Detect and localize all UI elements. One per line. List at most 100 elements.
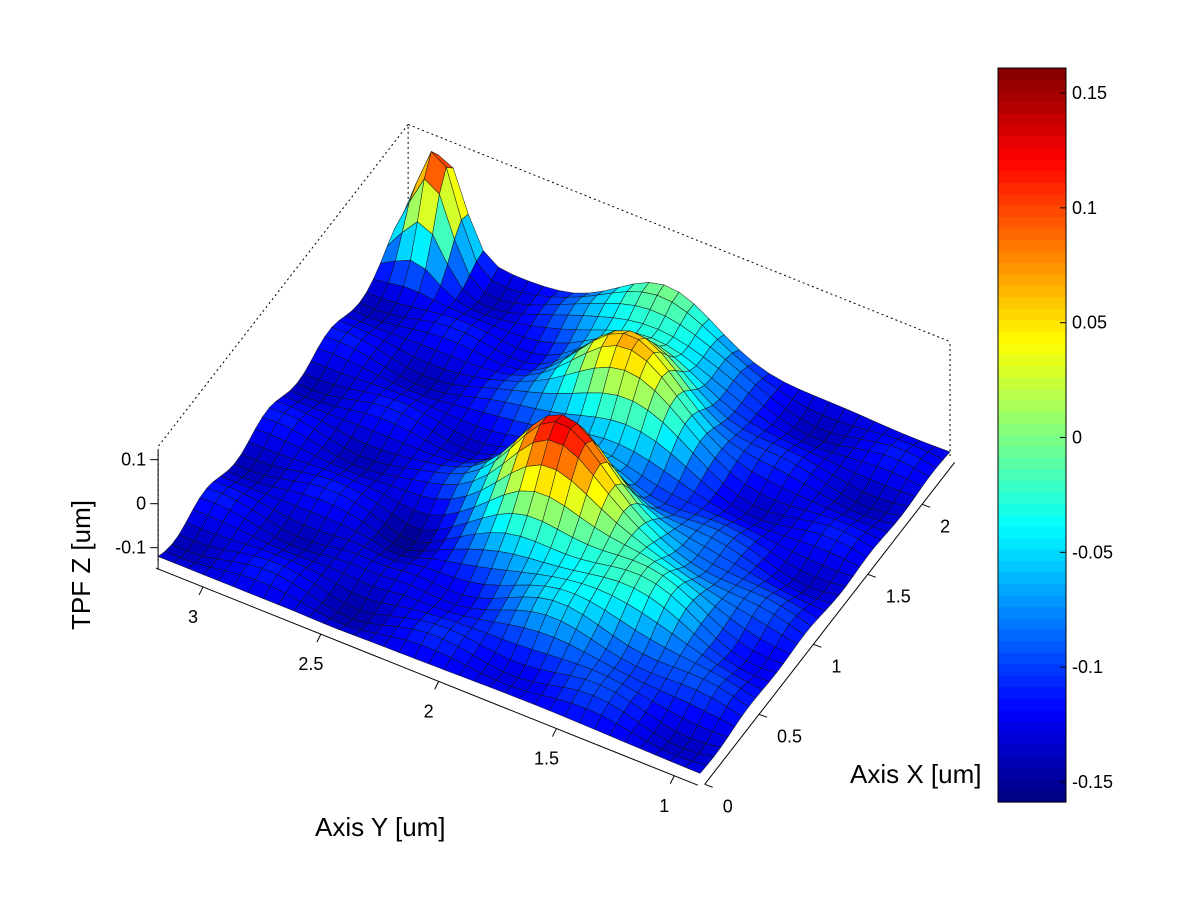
x-tick-label: 2 bbox=[940, 516, 950, 536]
colorbar-swatch bbox=[998, 435, 1066, 448]
colorbar-swatch bbox=[998, 607, 1066, 620]
colorbar-tick-label: -0.05 bbox=[1072, 542, 1113, 562]
colorbar-swatch bbox=[998, 102, 1066, 115]
colorbar-swatch bbox=[998, 767, 1066, 780]
colorbar-swatch bbox=[998, 675, 1066, 688]
colorbar-swatch bbox=[998, 469, 1066, 482]
colorbar-swatch bbox=[998, 457, 1066, 471]
x-tick bbox=[758, 713, 768, 718]
colorbar-swatch bbox=[998, 136, 1066, 149]
box-edge bbox=[407, 124, 951, 343]
z-axis-label: TPF Z [um] bbox=[66, 500, 96, 630]
y-tick bbox=[434, 681, 440, 690]
colorbar-tick-label: 0.1 bbox=[1072, 198, 1097, 218]
y-axis-line bbox=[155, 567, 699, 786]
colorbar-swatch bbox=[998, 377, 1066, 390]
x-axis-line bbox=[704, 461, 956, 785]
colorbar-swatch bbox=[998, 217, 1066, 230]
x-tick-label: 1.5 bbox=[886, 586, 911, 606]
colorbar-swatch bbox=[998, 515, 1066, 528]
colorbar-swatch bbox=[998, 492, 1066, 505]
colorbar-swatch bbox=[998, 240, 1066, 253]
colorbar-tick-label: -0.15 bbox=[1072, 772, 1113, 792]
colorbar-swatch bbox=[998, 572, 1066, 585]
colorbar-swatch bbox=[998, 113, 1066, 126]
colorbar-tick-label: 0 bbox=[1072, 428, 1082, 448]
z-tick-label: -0.1 bbox=[115, 538, 146, 558]
colorbar-swatch bbox=[998, 389, 1066, 402]
colorbar-swatch bbox=[998, 423, 1066, 436]
colorbar-swatch bbox=[998, 400, 1066, 413]
colorbar-swatch bbox=[998, 320, 1066, 333]
colorbar-swatch bbox=[998, 182, 1066, 195]
colorbar-swatch bbox=[998, 251, 1066, 264]
colorbar-swatch bbox=[998, 205, 1066, 218]
colorbar-swatch bbox=[998, 698, 1066, 711]
colorbar-swatch bbox=[998, 308, 1066, 321]
colorbar-swatch bbox=[998, 331, 1066, 344]
z-axis-title: TPF Z [um] bbox=[66, 500, 96, 630]
x-tick-label: 0.5 bbox=[777, 726, 802, 746]
colorbar-swatch bbox=[998, 285, 1066, 298]
y-tick-label: 1.5 bbox=[534, 749, 559, 769]
colorbar-swatch bbox=[998, 561, 1066, 574]
x-axis-title: Axis X [um] bbox=[850, 759, 981, 789]
x-axis-label: Axis X [um] bbox=[850, 759, 981, 789]
y-tick bbox=[316, 633, 322, 643]
colorbar-swatch bbox=[998, 446, 1066, 459]
x-tick bbox=[867, 573, 876, 578]
colorbar-swatch bbox=[998, 790, 1066, 803]
colorbar-swatch bbox=[998, 584, 1066, 597]
colorbar-swatch bbox=[998, 412, 1066, 425]
colorbar-swatch bbox=[998, 79, 1066, 92]
colorbar-swatch bbox=[998, 526, 1066, 539]
z-tick-label: 0.1 bbox=[121, 450, 146, 470]
colorbar-swatch bbox=[998, 480, 1066, 493]
y-axis-title: Axis Y [um] bbox=[315, 812, 446, 842]
y-axis-label: Axis Y [um] bbox=[315, 812, 446, 842]
colorbar-swatch bbox=[998, 538, 1066, 551]
z-tick-label: 0 bbox=[136, 494, 146, 514]
colorbar-swatch bbox=[998, 664, 1066, 677]
colorbar-swatch bbox=[998, 710, 1066, 723]
y-tick-label: 3 bbox=[188, 607, 198, 627]
y-tick bbox=[198, 586, 204, 596]
colorbar-swatch bbox=[998, 618, 1066, 631]
colorbar-swatch bbox=[998, 687, 1066, 700]
y-tick-label: 2.5 bbox=[298, 654, 323, 674]
colorbar-swatch bbox=[998, 297, 1066, 310]
colorbar-swatch bbox=[998, 148, 1066, 161]
colorbar-swatch bbox=[998, 90, 1066, 104]
x-tick bbox=[813, 643, 822, 648]
x-tick bbox=[704, 783, 713, 788]
colorbar-swatch bbox=[998, 756, 1066, 769]
colorbar-swatch bbox=[998, 343, 1066, 356]
colorbar-frame bbox=[997, 67, 1067, 803]
x-tick-label: 0 bbox=[723, 796, 733, 816]
y-tick-label: 1 bbox=[659, 796, 669, 816]
colorbar-swatch bbox=[998, 125, 1066, 138]
colorbar-swatch bbox=[998, 366, 1066, 379]
y-tick-label: 2 bbox=[424, 701, 434, 721]
y-tick bbox=[669, 775, 675, 784]
colorbar-swatch bbox=[998, 262, 1066, 276]
colorbar-swatch bbox=[998, 354, 1066, 367]
colorbar-swatch bbox=[998, 779, 1066, 792]
colorbar-tick-label: 0.05 bbox=[1072, 313, 1107, 333]
x-tick bbox=[921, 503, 931, 508]
colorbar: -0.15 -0.1 -0.05 0 0.05 0.1 0.15 bbox=[997, 67, 1113, 803]
surface-mesh bbox=[157, 150, 951, 774]
colorbar-swatch bbox=[998, 274, 1066, 287]
colorbar-tick-label: 0.15 bbox=[1072, 83, 1107, 103]
colorbar-swatch bbox=[998, 641, 1066, 654]
axes-box bbox=[155, 124, 956, 786]
colorbar-swatch bbox=[998, 595, 1066, 608]
colorbar-swatch bbox=[998, 159, 1066, 172]
colorbar-swatch bbox=[998, 721, 1066, 734]
colorbar-swatch bbox=[998, 171, 1066, 184]
colorbar-swatch bbox=[998, 744, 1066, 757]
x-tick-label: 1 bbox=[831, 656, 841, 676]
colorbar-swatch bbox=[998, 194, 1066, 207]
colorbar-swatch bbox=[998, 652, 1066, 665]
